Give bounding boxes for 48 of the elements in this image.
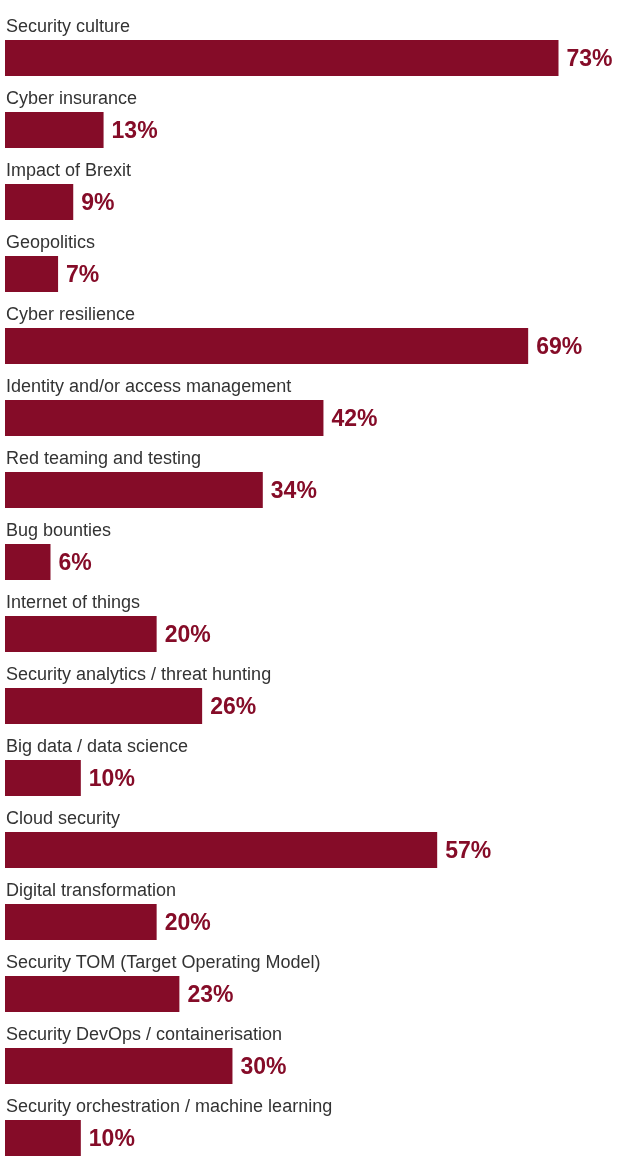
data-label: 6% <box>58 549 92 576</box>
bar <box>5 112 104 148</box>
y-tick-label: Impact of Brexit <box>6 159 132 180</box>
y-tick-label: Cyber insurance <box>6 87 138 108</box>
bar <box>5 616 157 652</box>
data-label: 42% <box>331 405 378 432</box>
y-tick-label: Security culture <box>6 15 131 36</box>
y-tick-label: Bug bounties <box>6 519 112 540</box>
bar <box>5 184 74 220</box>
bar <box>5 760 81 796</box>
bar <box>5 40 559 76</box>
bar <box>5 472 263 508</box>
data-label: 30% <box>240 1053 287 1080</box>
data-label: 9% <box>81 189 115 216</box>
y-tick-label: Internet of things <box>6 591 141 612</box>
bar <box>5 544 51 580</box>
bar <box>5 328 529 364</box>
bar <box>5 832 438 868</box>
bar <box>5 1120 81 1156</box>
data-label: 34% <box>270 477 317 504</box>
y-tick-label: Red teaming and testing <box>6 447 202 468</box>
bar <box>5 688 203 724</box>
data-label: 7% <box>66 261 100 288</box>
data-label: 73% <box>566 45 613 72</box>
bar <box>5 904 157 940</box>
data-label: 10% <box>88 1125 135 1152</box>
data-label: 23% <box>187 981 234 1008</box>
data-label: 26% <box>210 693 257 720</box>
bar <box>5 400 324 436</box>
data-label: 20% <box>164 909 211 936</box>
y-tick-label: Security DevOps / containerisation <box>6 1023 283 1044</box>
y-tick-label: Identity and/or access management <box>6 375 292 396</box>
bar <box>5 1048 233 1084</box>
y-tick-label: Cyber resilience <box>6 303 136 324</box>
data-label: 57% <box>445 837 492 864</box>
y-tick-label: Big data / data science <box>6 735 189 756</box>
y-tick-label: Geopolitics <box>6 231 96 252</box>
data-label: 10% <box>88 765 135 792</box>
bar <box>5 976 180 1012</box>
y-tick-label: Security TOM (Target Operating Model) <box>6 951 321 972</box>
y-tick-label: Security analytics / threat hunting <box>6 663 272 684</box>
y-tick-label: Security orchestration / machine learning <box>6 1095 333 1116</box>
data-label: 13% <box>111 117 158 144</box>
data-label: 20% <box>164 621 211 648</box>
data-label: 69% <box>536 333 583 360</box>
y-tick-label: Cloud security <box>6 807 121 828</box>
y-tick-label: Digital transformation <box>6 879 177 900</box>
bar <box>5 256 59 292</box>
